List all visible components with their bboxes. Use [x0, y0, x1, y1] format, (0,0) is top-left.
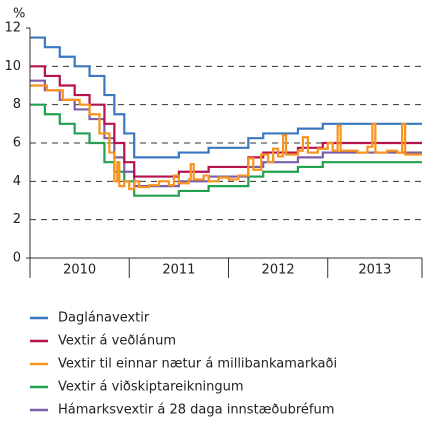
y-tick-label: 6: [13, 136, 21, 151]
legend-label: Vextir til einnar nætur á millibankamark…: [58, 357, 337, 372]
legend-label: Vextir á veðlánum: [58, 334, 176, 349]
x-tick-label: 2013: [358, 263, 391, 278]
series-line: [30, 84, 422, 191]
y-unit: %: [13, 7, 25, 22]
x-tick-label: 2010: [63, 263, 96, 278]
legend-label: Hámarksvextir á 28 daga innstæðubréfum: [58, 403, 334, 418]
y-tick-label: 4: [13, 174, 21, 189]
legend-label: Daglánavextir: [58, 311, 150, 326]
legend-label: Vextir á viðskiptareikningum: [58, 380, 244, 395]
y-tick-label: 12: [4, 21, 21, 36]
x-tick-label: 2012: [262, 263, 295, 278]
y-tick-label: 0: [13, 251, 21, 266]
series-line: [30, 36, 422, 159]
y-tick-label: 8: [13, 97, 21, 112]
y-tick-label: 10: [4, 59, 21, 74]
x-tick-label: 2011: [162, 263, 195, 278]
y-tick-label: 2: [13, 212, 21, 227]
series-line: [30, 65, 422, 178]
